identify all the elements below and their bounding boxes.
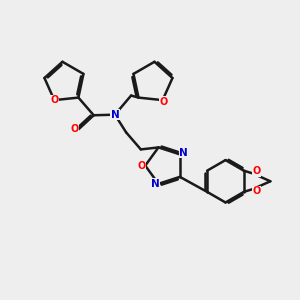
Text: O: O xyxy=(160,97,168,106)
Text: N: N xyxy=(179,148,188,158)
Text: O: O xyxy=(253,166,261,176)
Text: O: O xyxy=(138,160,146,171)
Text: N: N xyxy=(110,110,119,120)
Text: O: O xyxy=(253,186,261,196)
Text: N: N xyxy=(151,179,159,189)
Text: O: O xyxy=(50,95,58,105)
Text: O: O xyxy=(71,124,79,134)
